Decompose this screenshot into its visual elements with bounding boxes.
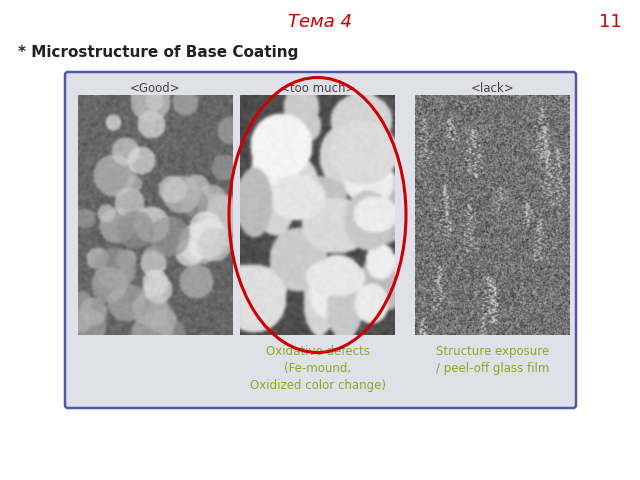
- Text: <Good>: <Good>: [130, 82, 181, 95]
- Text: 11: 11: [599, 13, 622, 31]
- Text: Oxidative defects
(Fe-mound,
Oxidized color change): Oxidative defects (Fe-mound, Oxidized co…: [250, 345, 385, 392]
- FancyBboxPatch shape: [65, 72, 576, 408]
- Text: * Microstructure of Base Coating: * Microstructure of Base Coating: [18, 45, 298, 60]
- Text: Structure exposure
/ peel-off glass film: Structure exposure / peel-off glass film: [436, 345, 549, 375]
- Text: <too much>: <too much>: [280, 82, 355, 95]
- Text: Тема 4: Тема 4: [288, 13, 352, 31]
- Text: <lack>: <lack>: [470, 82, 515, 95]
